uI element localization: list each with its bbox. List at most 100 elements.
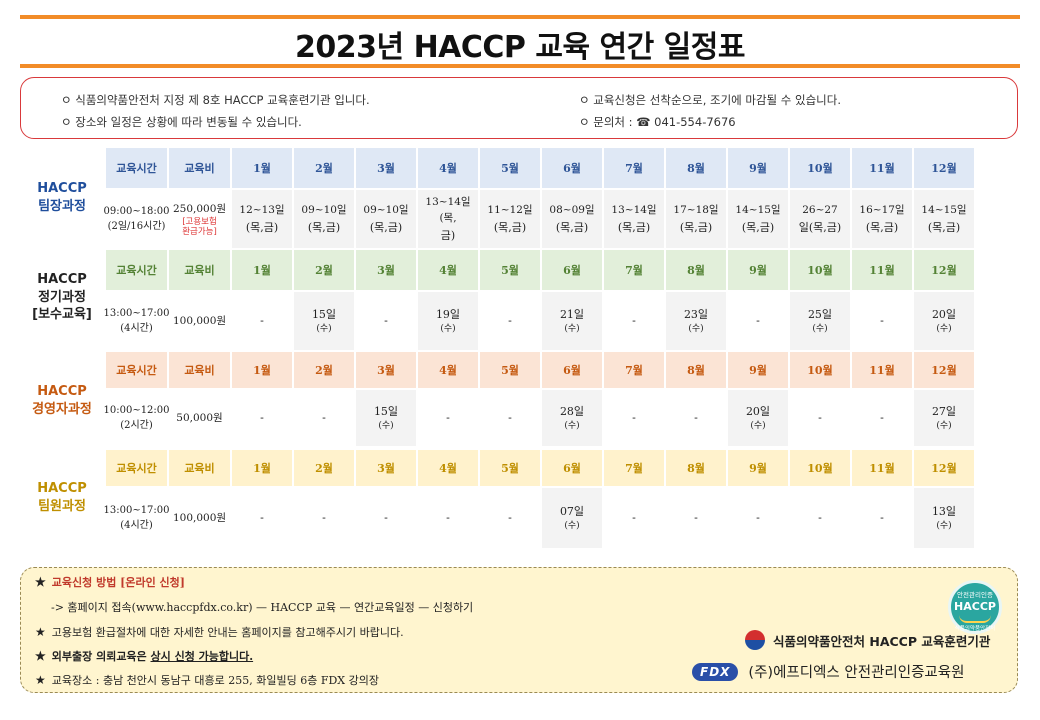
badge-top-text: 안전관리인증 xyxy=(957,591,993,599)
schedule-date: - xyxy=(508,314,512,328)
header-month: 10월 xyxy=(790,352,850,388)
header-month: 5월 xyxy=(480,352,540,388)
fee-cell: 100,000원 xyxy=(169,488,230,548)
header-month: 3월 xyxy=(356,250,416,290)
schedule-cell: 20일 (수) xyxy=(914,292,974,350)
schedule-cell: - xyxy=(852,292,912,350)
schedule-cell: - xyxy=(728,488,788,548)
haccp-badge-logo: 안전관리인증 HACCP 식품의약품안전처 xyxy=(948,580,1002,634)
schedule-day: (목,금) xyxy=(245,220,279,234)
schedule-cell: 15일 (수) xyxy=(294,292,354,350)
schedule-date: - xyxy=(384,511,388,525)
schedule-date: 13~14일(목, xyxy=(425,196,471,225)
course-label: HACCP 팀원과정 xyxy=(20,480,104,515)
place-line: ★ 교육장소 : 충남 천안시 동남구 대흥로 255, 화일빌딩 6층 FDX … xyxy=(35,672,379,688)
schedule-cell: - xyxy=(790,488,850,548)
schedule-date: - xyxy=(446,411,450,425)
header-month: 5월 xyxy=(480,450,540,486)
time-main: 10:00~12:00 xyxy=(103,404,170,416)
schedule-cell: 16~17일 (목,금) xyxy=(852,190,912,248)
schedule-cell: - xyxy=(232,292,292,350)
schedule-date: 08~09일 xyxy=(549,204,595,217)
schedule-date: 14~15일 xyxy=(735,204,781,217)
header-month: 12월 xyxy=(914,250,974,290)
schedule-day: (목,금) xyxy=(927,220,961,234)
header-month: 9월 xyxy=(728,250,788,290)
schedule-date: - xyxy=(756,314,760,328)
fee-note: [고용보험 xyxy=(182,216,217,227)
agency-name: 식품의약품안전처 HACCP 교육훈련기관 xyxy=(773,633,991,649)
schedule-day: (목,금) xyxy=(865,220,899,234)
schedule-cell: - xyxy=(480,390,540,446)
schedule-day: (수) xyxy=(936,323,952,334)
time-main: 09:00~18:00 xyxy=(103,205,170,217)
place-text: 교육장소 : 충남 천안시 동남구 대흥로 255, 화일빌딩 6층 FDX 강… xyxy=(51,674,379,687)
schedule-cell: - xyxy=(232,390,292,446)
time-cell: 09:00~18:00 (2일/16시간) xyxy=(103,190,170,248)
header-month: 7월 xyxy=(604,250,664,290)
schedule-date: - xyxy=(322,511,326,525)
schedule-date: - xyxy=(632,511,636,525)
schedule-day: 금) xyxy=(440,228,456,242)
schedule-date: - xyxy=(694,411,698,425)
header-time: 교육시간 xyxy=(106,352,167,388)
schedule-day: (목,금) xyxy=(617,220,651,234)
schedule-date: - xyxy=(818,511,822,525)
schedule-date: 20일 xyxy=(745,404,771,418)
schedule-cell: - xyxy=(604,390,664,446)
notice-first-come: ㅇ 교육신청은 선착순으로, 조기에 마감될 수 있습니다. xyxy=(579,93,842,107)
course-name-line-2: 팀원과정 xyxy=(38,498,86,514)
onsite-text-a: 외부출장 의뢰교육은 xyxy=(51,650,151,663)
star-icon: ★ xyxy=(35,575,46,589)
schedule-date: - xyxy=(446,511,450,525)
schedule-cell: 13~14일(목, 금) xyxy=(418,190,478,248)
refund-line: ★ 고용보험 환급절차에 대한 자세한 안내는 홈페이지를 참고해주시기 바랍니다… xyxy=(35,624,404,640)
schedule-date: - xyxy=(260,411,264,425)
schedule-date: 15일 xyxy=(373,404,399,418)
header-time: 교육시간 xyxy=(106,148,167,188)
schedule-day: (목,금) xyxy=(307,220,341,234)
header-month: 9월 xyxy=(728,352,788,388)
schedule-cell: - xyxy=(356,292,416,350)
header-month: 8월 xyxy=(666,250,726,290)
schedule-row: 10:00~12:00 (2시간) 50,000원 - - 15일 (수) - - 28일 (수) -… xyxy=(103,390,976,446)
schedule-cell: 23일 (수) xyxy=(666,292,726,350)
header-month: 6월 xyxy=(542,352,602,388)
schedule-date: 25일 xyxy=(807,307,833,321)
time-cell: 13:00~17:00 (4시간) xyxy=(104,488,170,548)
time-sub: (2일/16시간) xyxy=(107,221,166,232)
onsite-text-b: 상시 신청 가능합니다. xyxy=(150,650,254,663)
header-month: 11월 xyxy=(852,450,912,486)
apply-method-title: 교육신청 방법 [온라인 신청] xyxy=(51,576,185,589)
header-month: 8월 xyxy=(666,352,726,388)
time-sub: (2시간) xyxy=(120,420,153,431)
schedule-cell: 28일 (수) xyxy=(542,390,602,446)
apply-method-line: ★ 교육신청 방법 [온라인 신청] xyxy=(35,574,185,590)
fee-cell: 250,000원 [고용보험 환급가능] xyxy=(169,190,230,248)
course-name-line-1: HACCP xyxy=(37,272,87,287)
schedule-day: (수) xyxy=(936,520,952,531)
schedule-cell: 17~18일 (목,금) xyxy=(666,190,726,248)
time-sub: (4시간) xyxy=(120,520,153,531)
schedule-date: - xyxy=(508,411,512,425)
schedule-date: - xyxy=(260,511,264,525)
schedule-date: 12~13일 xyxy=(239,204,285,217)
schedule-cell: - xyxy=(790,390,850,446)
course-name-line-2: 정기과정 xyxy=(38,289,86,305)
star-icon: ★ xyxy=(35,649,46,663)
header-month: 5월 xyxy=(480,148,540,188)
title-top-rule xyxy=(20,15,1020,19)
header-row: 교육시간 교육비 1월 2월 3월 4월 5월 6월 7월 8월 9월 10월 11월 12월 xyxy=(106,450,976,486)
header-row: 교육시간 교육비 1월 2월 3월 4월 5월 6월 7월 8월 9월 10월 11월 12월 xyxy=(106,250,976,290)
header-month: 11월 xyxy=(852,250,912,290)
schedule-date: - xyxy=(880,314,884,328)
schedule-day: (수) xyxy=(688,323,704,334)
header-month: 10월 xyxy=(790,250,850,290)
schedule-row: 13:00~17:00 (4시간) 100,000원 - 15일 (수) - 19일 (수) - 2… xyxy=(104,292,976,350)
header-month: 2월 xyxy=(294,352,354,388)
header-month: 11월 xyxy=(852,148,912,188)
schedule-date: - xyxy=(880,411,884,425)
header-month: 4월 xyxy=(418,352,478,388)
schedule-cell: 25일 (수) xyxy=(790,292,850,350)
schedule-date: 26~27 xyxy=(802,204,838,217)
